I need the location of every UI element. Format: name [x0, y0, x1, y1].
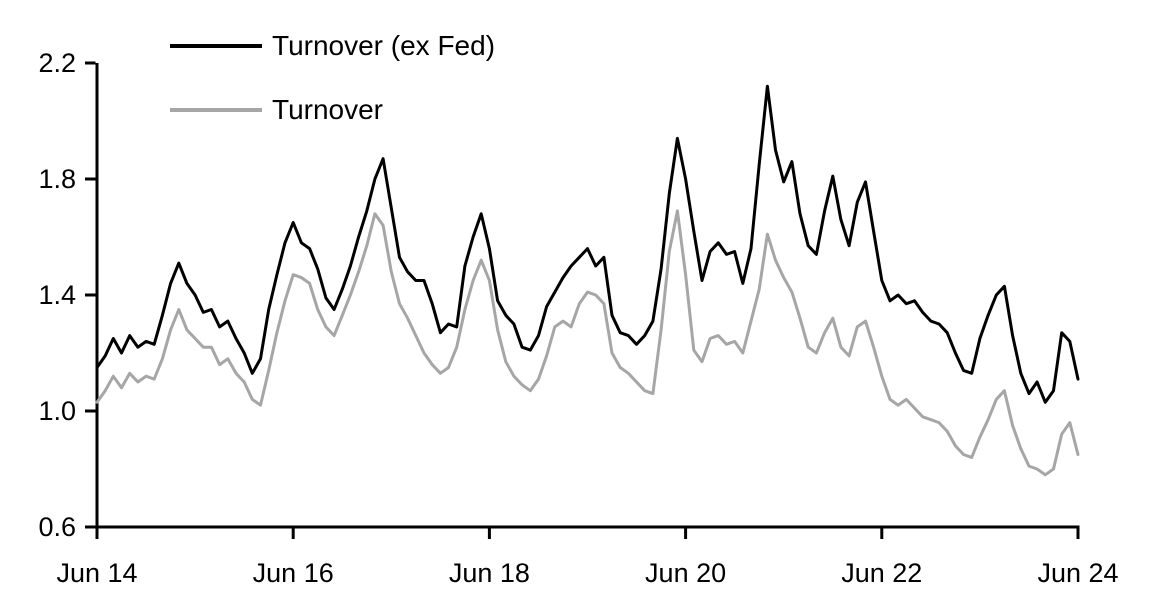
y-tick-label: 0.6: [38, 512, 76, 542]
legend-label-turnover-ex-fed: Turnover (ex Fed): [272, 30, 496, 61]
legend-label-turnover: Turnover: [272, 94, 384, 125]
x-tick-label: Jun 22: [841, 558, 922, 588]
y-tick-label: 1.8: [38, 164, 76, 194]
legend-item-turnover: Turnover: [170, 95, 495, 125]
turnover-ex-fed-line: [95, 84, 1080, 404]
y-tick-label: 1.0: [38, 396, 76, 426]
x-tick-label: Jun 18: [449, 558, 530, 588]
x-tick-label: Jun 16: [253, 558, 334, 588]
x-tick-label: Jun 24: [1037, 558, 1118, 588]
y-tick-label: 2.2: [38, 48, 76, 78]
legend-item-turnover-ex-fed: Turnover (ex Fed): [170, 31, 495, 61]
turnover-ex-fed-line-swatch: [170, 44, 262, 48]
y-tick-label: 1.4: [38, 280, 76, 310]
x-tick-label: Jun 20: [645, 558, 726, 588]
legend: Turnover (ex Fed) Turnover: [170, 31, 495, 159]
x-tick-label: Jun 14: [56, 558, 137, 588]
turnover-line: [95, 209, 1080, 477]
turnover-line-swatch: [170, 108, 262, 112]
